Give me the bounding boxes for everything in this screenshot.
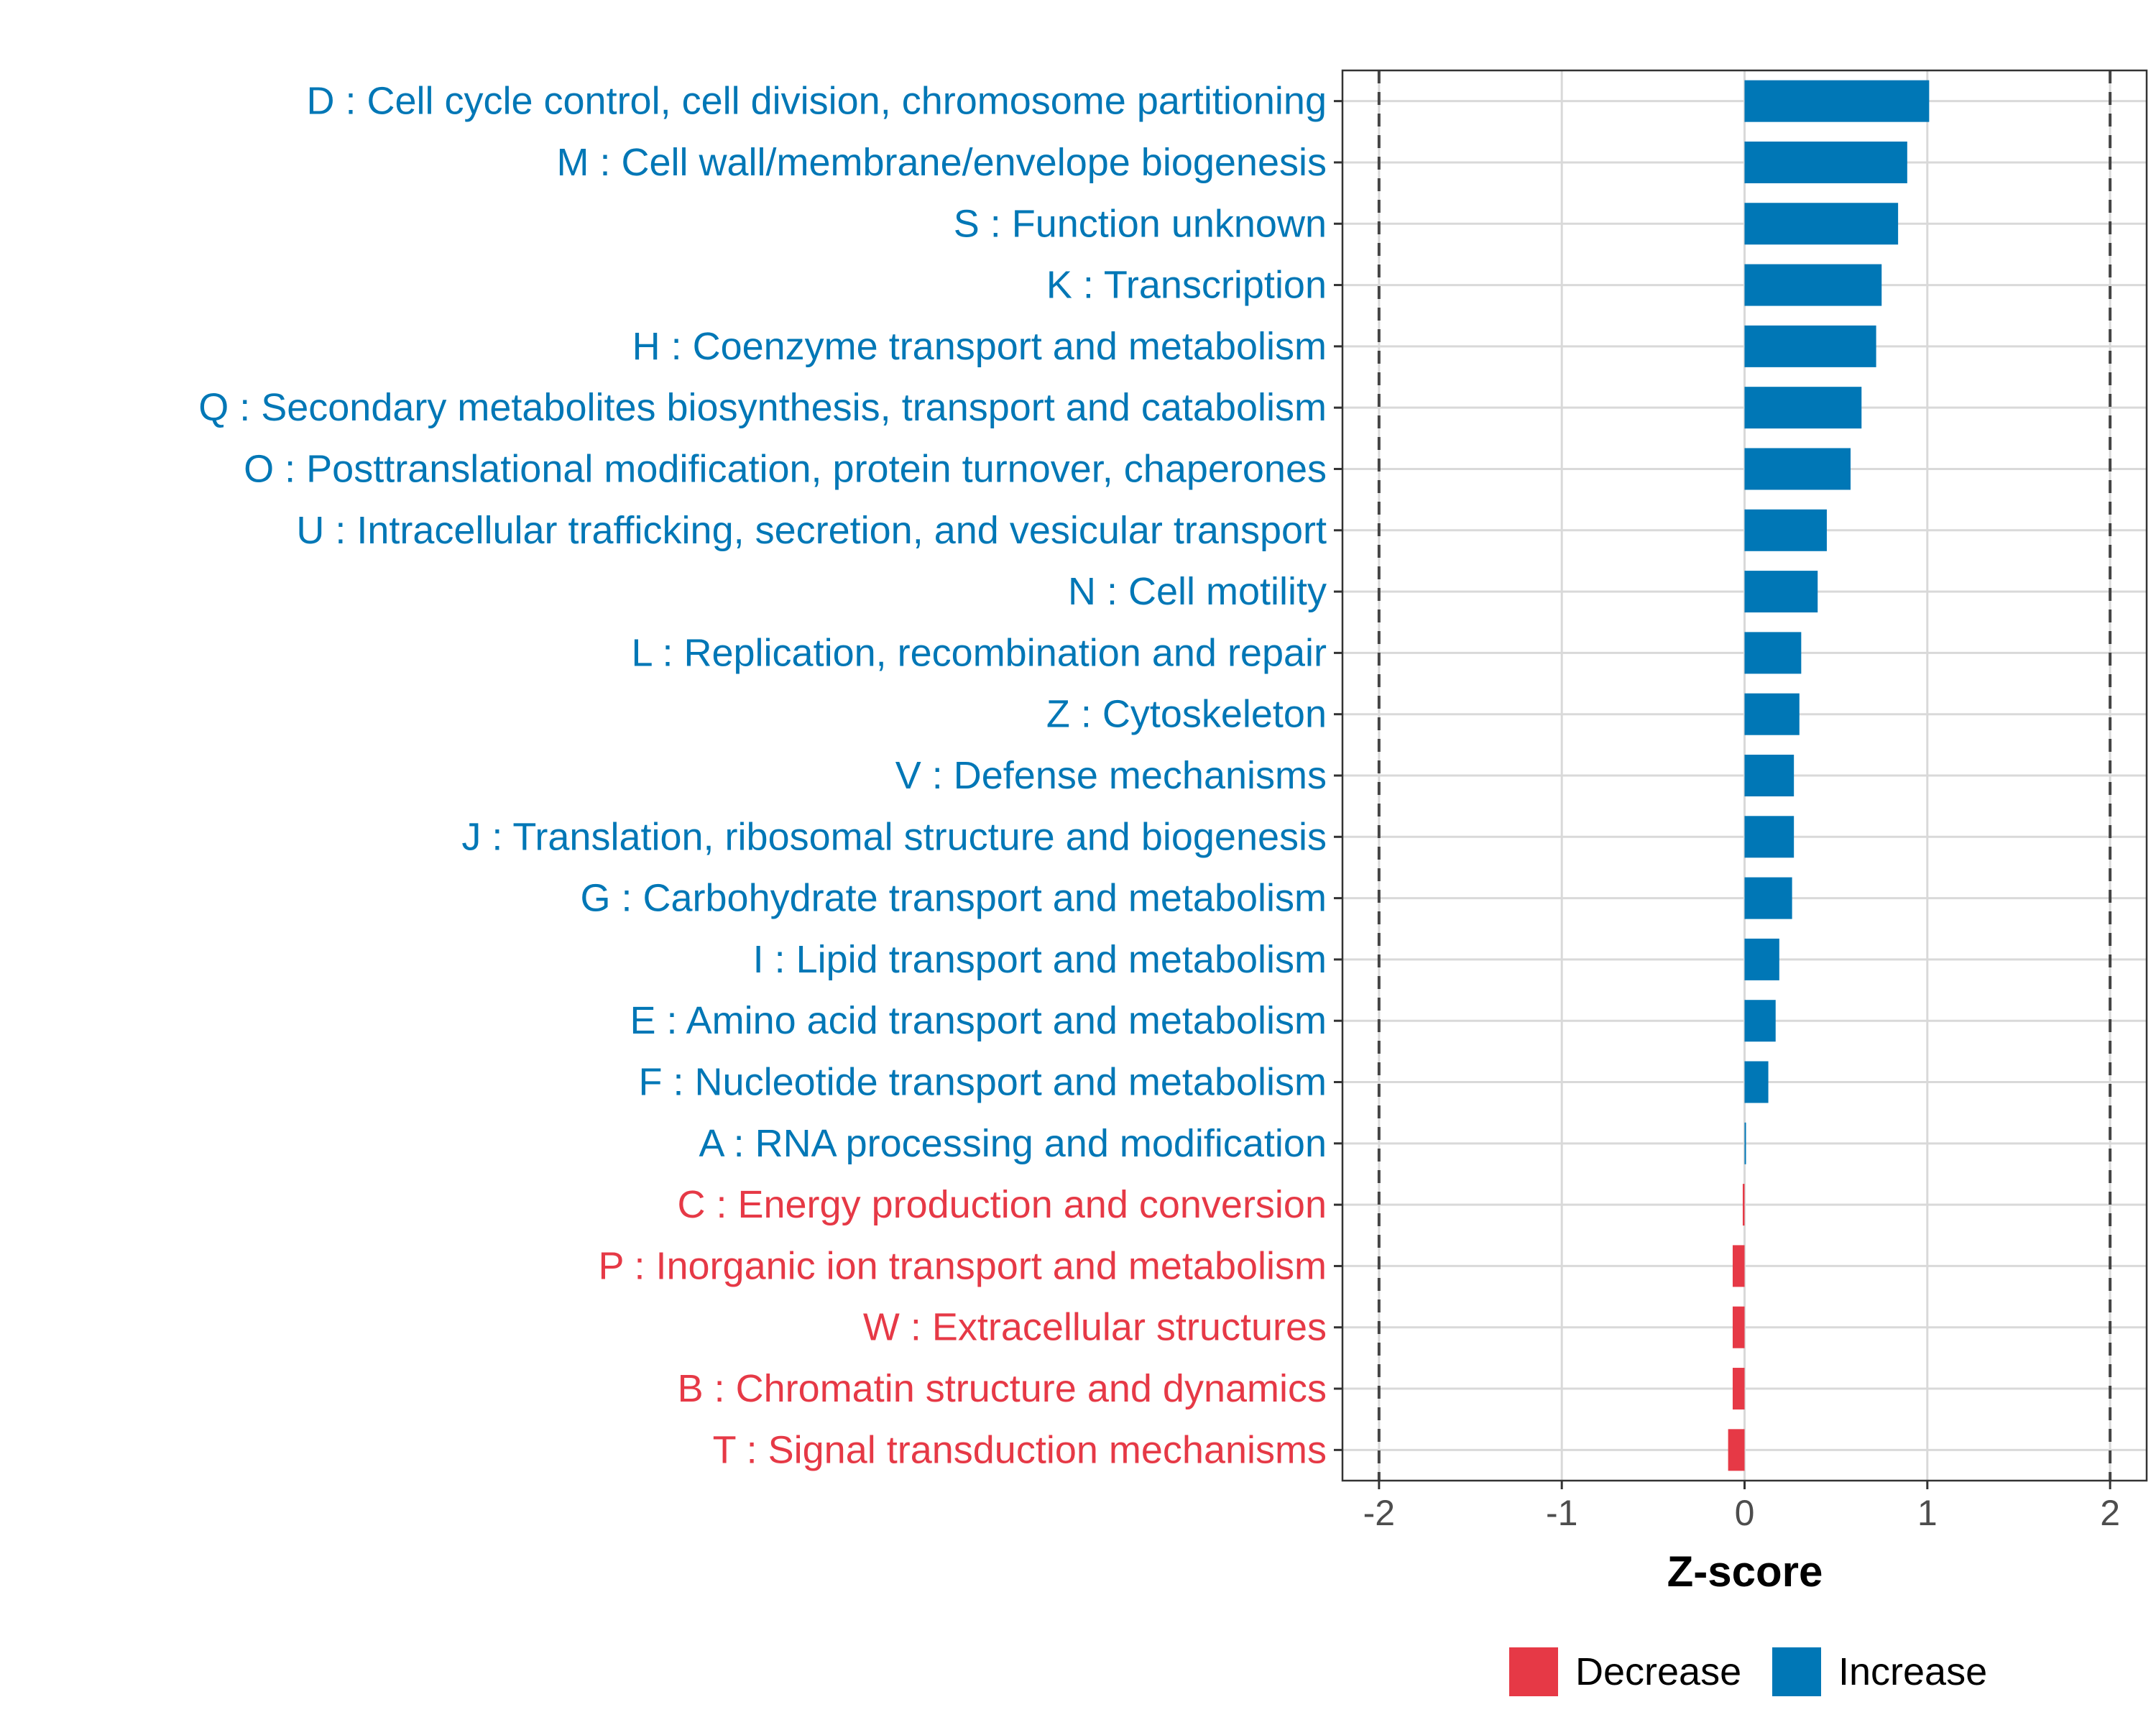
x-tick-label: -2	[1363, 1493, 1395, 1533]
legend-label-increase: Increase	[1838, 1650, 1987, 1693]
reference-lines	[1377, 70, 2112, 1481]
legend-label-decrease: Decrease	[1575, 1650, 1741, 1693]
bar	[1744, 387, 1862, 429]
x-tick-label: -1	[1546, 1493, 1577, 1533]
category-label: V : Defense mechanisms	[895, 754, 1327, 797]
category-label: I : Lipid transport and metabolism	[753, 938, 1327, 981]
category-label: C : Energy production and conversion	[677, 1183, 1327, 1226]
category-label: N : Cell motility	[1068, 570, 1327, 613]
bar	[1744, 693, 1800, 735]
y-axis-ticks: D : Cell cycle control, cell division, c…	[198, 80, 1342, 1471]
category-label: Q : Secondary metabolites biosynthesis, …	[198, 386, 1327, 429]
bar	[1744, 1122, 1746, 1164]
bar	[1732, 1306, 1745, 1348]
category-label: O : Posttranslational modification, prot…	[244, 447, 1327, 490]
legend-swatch-increase	[1772, 1647, 1821, 1696]
bar	[1744, 877, 1792, 919]
legend: Decrease Increase	[1509, 1647, 1987, 1696]
category-label: P : Inorganic ion transport and metaboli…	[598, 1244, 1327, 1287]
bar	[1742, 1184, 1745, 1226]
x-tick-label: 1	[1917, 1493, 1938, 1533]
category-label: J : Translation, ribosomal structure and…	[461, 815, 1327, 858]
x-tick-label: 0	[1735, 1493, 1755, 1533]
bar	[1744, 1061, 1769, 1103]
x-tick-label: 2	[2100, 1493, 2120, 1533]
category-label: E : Amino acid transport and metabolism	[630, 999, 1327, 1042]
category-label: A : RNA processing and modification	[699, 1122, 1327, 1165]
category-label: W : Extracellular structures	[863, 1306, 1327, 1349]
bar	[1744, 509, 1827, 551]
bars	[1728, 80, 1930, 1471]
x-axis-title: Z-score	[1667, 1547, 1823, 1596]
category-label: T : Signal transduction mechanisms	[713, 1428, 1327, 1471]
bar	[1732, 1368, 1745, 1410]
category-label: M : Cell wall/membrane/envelope biogenes…	[556, 141, 1327, 184]
legend-swatch-decrease	[1509, 1647, 1558, 1696]
bar	[1744, 571, 1818, 613]
bar	[1744, 448, 1851, 490]
bar	[1744, 632, 1802, 674]
category-label: G : Carbohydrate transport and metabolis…	[581, 877, 1327, 920]
bar	[1744, 938, 1779, 980]
bar	[1744, 203, 1899, 245]
bar	[1744, 264, 1882, 306]
bar	[1744, 325, 1876, 367]
bar	[1728, 1429, 1745, 1471]
bar	[1744, 1000, 1776, 1042]
category-label: U : Intracellular trafficking, secretion…	[296, 509, 1327, 552]
category-label: D : Cell cycle control, cell division, c…	[306, 80, 1327, 123]
category-label: L : Replication, recombination and repai…	[631, 631, 1327, 674]
bar	[1744, 816, 1795, 858]
category-label: K : Transcription	[1046, 264, 1327, 307]
category-label: S : Function unknown	[954, 202, 1327, 245]
bar	[1732, 1245, 1745, 1287]
bar	[1744, 80, 1930, 122]
bar	[1744, 754, 1795, 797]
x-axis-ticks: -2 -1 0 1 2	[1363, 1481, 2120, 1533]
bar	[1744, 141, 1907, 183]
category-label: H : Coenzyme transport and metabolism	[632, 325, 1327, 368]
category-label: F : Nucleotide transport and metabolism	[639, 1061, 1327, 1104]
category-label: Z : Cytoskeleton	[1046, 693, 1327, 736]
category-label: B : Chromatin structure and dynamics	[678, 1367, 1327, 1410]
